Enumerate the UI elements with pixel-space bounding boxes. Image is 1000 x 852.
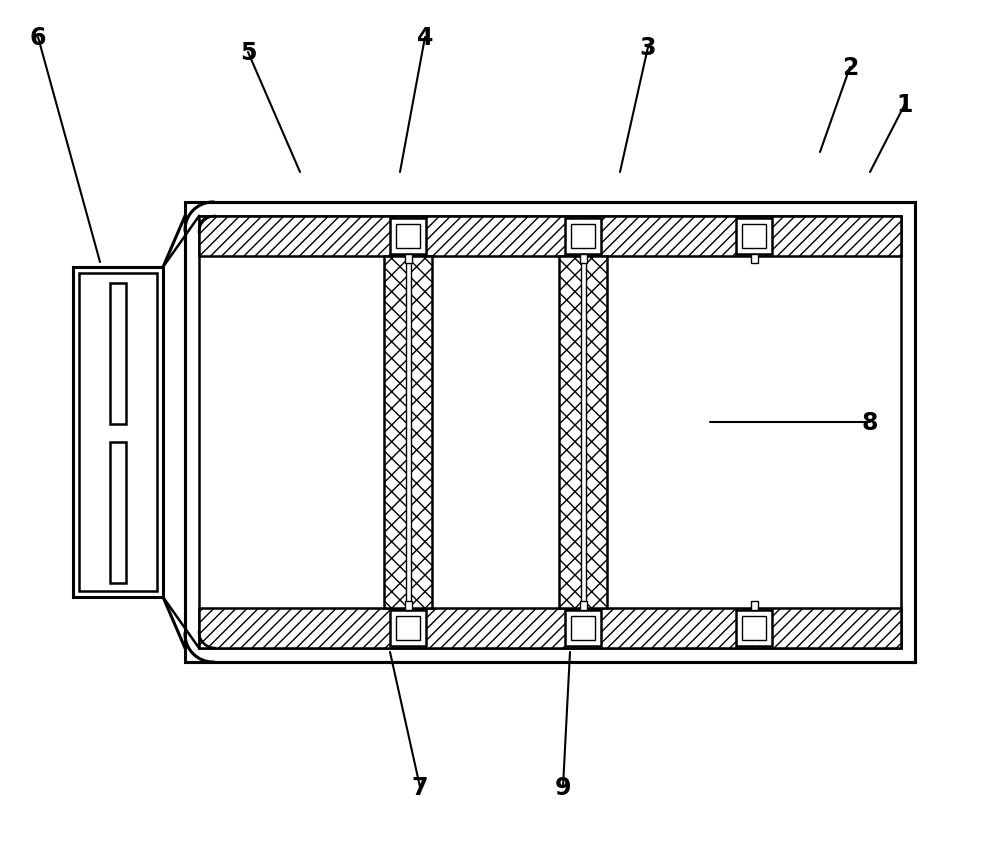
Bar — [565, 610, 601, 646]
Bar — [580, 602, 587, 610]
Bar — [565, 219, 601, 255]
Bar — [384, 256, 432, 608]
Bar — [751, 255, 758, 263]
Bar — [199, 216, 901, 256]
Bar — [390, 219, 426, 255]
Text: 3: 3 — [640, 36, 656, 60]
Bar — [405, 602, 412, 610]
Bar — [79, 273, 157, 591]
Bar — [571, 225, 595, 249]
Bar — [736, 219, 772, 255]
Text: 8: 8 — [862, 411, 878, 435]
Text: 1: 1 — [897, 93, 913, 117]
Bar — [185, 203, 915, 662]
Text: 7: 7 — [412, 775, 428, 799]
Bar — [110, 284, 126, 424]
Bar — [742, 225, 766, 249]
Bar — [571, 616, 595, 640]
Bar — [199, 216, 901, 648]
Bar — [742, 616, 766, 640]
Bar — [406, 256, 411, 608]
Text: 5: 5 — [240, 41, 256, 65]
Bar — [199, 608, 901, 648]
Bar — [751, 602, 758, 610]
Bar — [736, 610, 772, 646]
Bar — [396, 616, 420, 640]
Bar — [581, 256, 586, 608]
Bar — [110, 442, 126, 584]
Bar — [73, 268, 163, 597]
Bar — [559, 256, 607, 608]
Bar — [396, 225, 420, 249]
Text: 6: 6 — [30, 26, 46, 50]
Bar — [580, 255, 587, 263]
Bar — [390, 610, 426, 646]
Text: 9: 9 — [555, 775, 571, 799]
Text: 4: 4 — [417, 26, 433, 50]
Text: 2: 2 — [842, 56, 858, 80]
Bar — [405, 255, 412, 263]
